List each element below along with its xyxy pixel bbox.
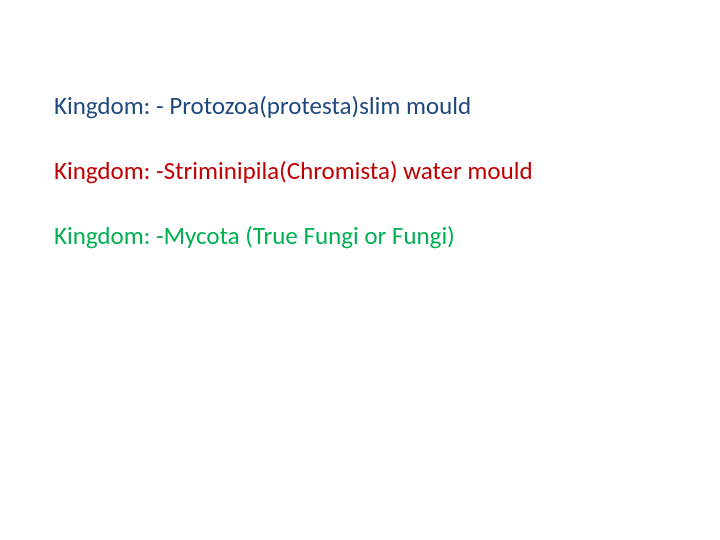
kingdom-line-mycota: Kingdom: -Mycota (True Fungi or Fungi): [54, 222, 666, 251]
slide-body: Kingdom: - Protozoa(protesta)slim mould …: [0, 0, 720, 540]
kingdom-line-striminipila: Kingdom: -Striminipila(Chromista) water …: [54, 157, 666, 186]
kingdom-line-protozoa: Kingdom: - Protozoa(protesta)slim mould: [54, 92, 666, 121]
